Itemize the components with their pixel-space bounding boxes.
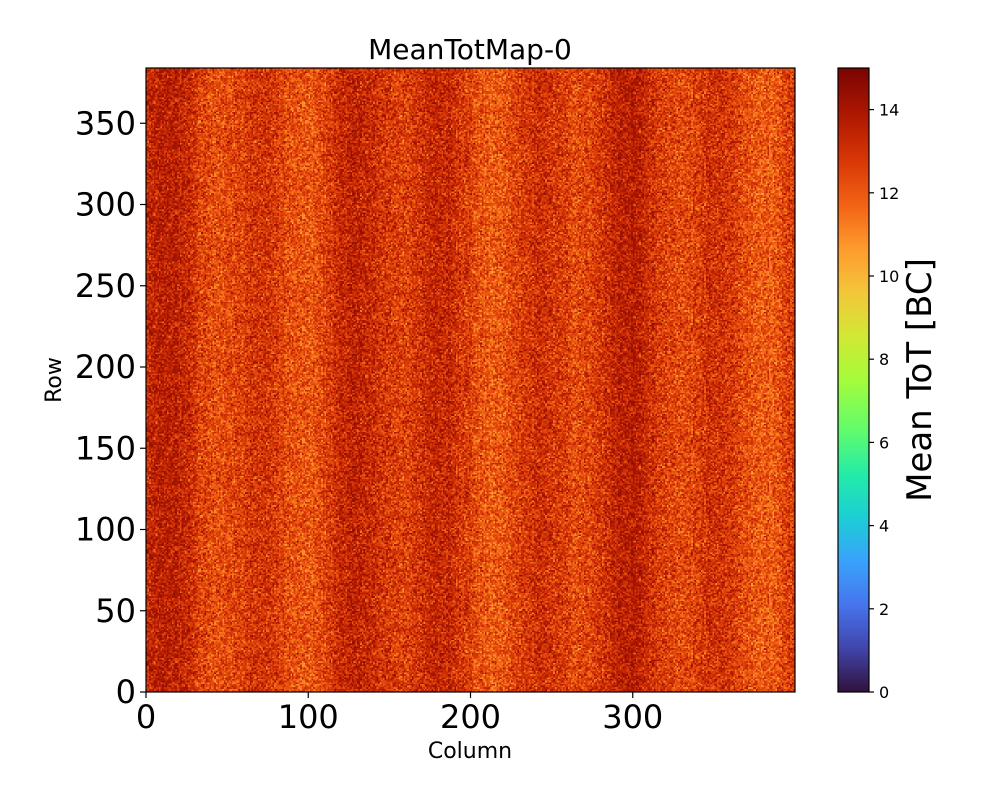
colorbar-tick-label: 6 (879, 433, 889, 452)
x-tick-label: 200 (440, 698, 501, 736)
x-axis-label: Column (428, 739, 512, 764)
colorbar-tick-label: 14 (879, 101, 899, 120)
colorbar-tick-label: 10 (879, 267, 899, 286)
y-axis-ticks: 0 50 100 150 200 250 300 350 (75, 104, 146, 711)
chart-title: MeanTotMap-0 (368, 33, 572, 66)
colorbar-tick-label: 8 (879, 350, 889, 369)
y-tick-label: 300 (75, 186, 136, 224)
heatmap-canvas (146, 68, 795, 692)
colorbar-tick-label: 2 (879, 600, 889, 619)
x-tick-label: 0 (136, 698, 156, 736)
colorbar-tick-label: 0 (879, 683, 889, 702)
y-tick-label: 350 (75, 104, 136, 142)
y-axis-label: Row (42, 357, 67, 403)
colorbar-fill (838, 68, 869, 692)
x-tick-label: 300 (602, 698, 663, 736)
colorbar: 0 2 4 6 8 10 12 14 Mean ToT [BC] (837, 67, 940, 702)
colorbar-ticks: 0 2 4 6 8 10 12 14 (869, 101, 899, 702)
heatmap-area (145, 67, 796, 693)
y-tick-label: 100 (75, 511, 136, 549)
colorbar-frame (837, 67, 870, 693)
y-tick-label: 250 (75, 267, 136, 305)
y-tick-label: 50 (95, 592, 136, 630)
x-axis-ticks: 0 100 200 300 (136, 692, 663, 736)
y-tick-label: 0 (116, 673, 136, 711)
x-tick-label: 100 (278, 698, 339, 736)
colorbar-tick-label: 12 (879, 184, 899, 203)
y-tick-label: 150 (75, 429, 136, 467)
colorbar-tick-label: 4 (879, 517, 889, 536)
colorbar-label: Mean ToT [BC] (900, 258, 940, 502)
y-tick-label: 200 (75, 348, 136, 386)
